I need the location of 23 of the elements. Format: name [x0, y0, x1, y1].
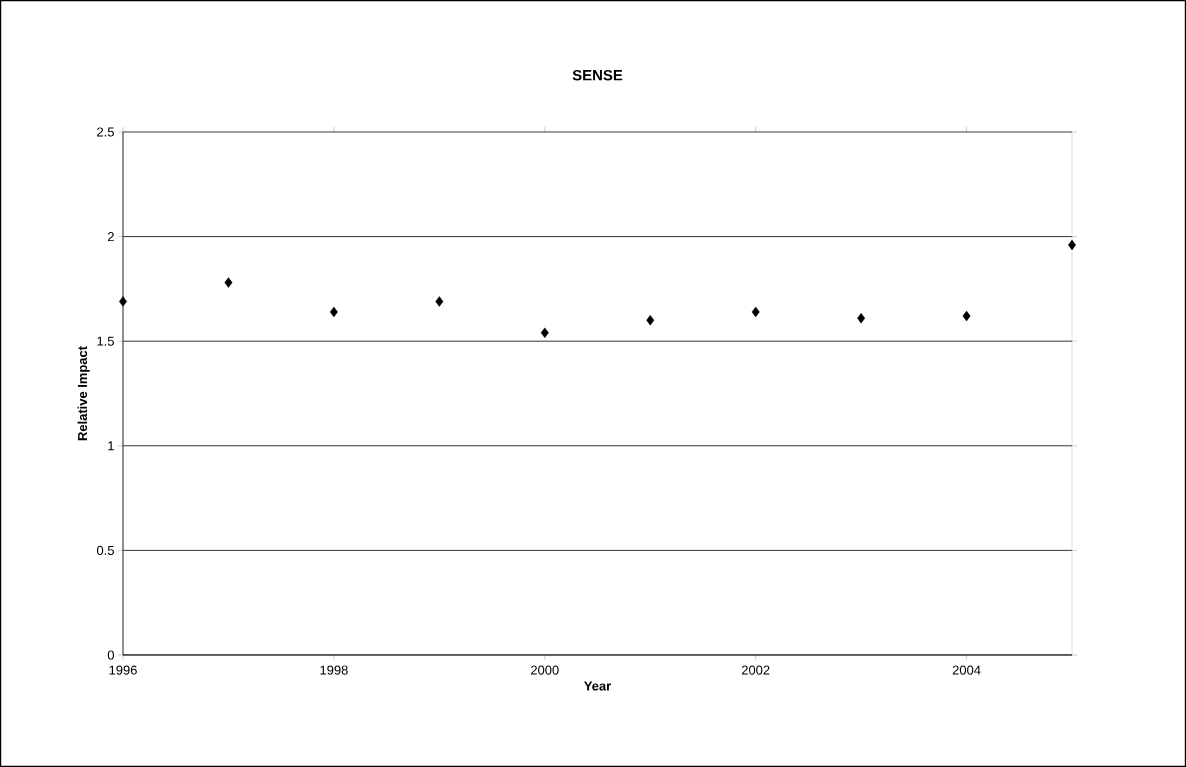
point: [751, 306, 760, 318]
x-tick-label: 1998: [320, 665, 348, 675]
chart-title: SENSE: [572, 69, 623, 81]
point: [646, 315, 655, 326]
point: [329, 306, 338, 318]
y-tick-label: 1: [108, 441, 114, 451]
y-tick-label: 0.5: [96, 545, 114, 555]
x-axis-title: Year: [584, 681, 611, 691]
y-tick-label: 1.5: [97, 336, 114, 346]
y-tick-label: 2.5: [97, 127, 114, 137]
y-tick-label: 2: [107, 232, 114, 242]
x-tick-label: 2000: [531, 665, 559, 675]
y-tick-label: 0: [107, 650, 114, 660]
x-tick-label: 1996: [109, 665, 137, 675]
point: [435, 296, 444, 307]
point: [857, 312, 866, 324]
point: [119, 296, 127, 307]
y-axis-title: Relative Impact: [77, 346, 90, 441]
point: [962, 310, 971, 322]
point: [540, 327, 549, 339]
point: [224, 277, 233, 288]
x-tick-label: 2004: [952, 665, 981, 675]
x-tick-label: 2002: [741, 665, 770, 675]
